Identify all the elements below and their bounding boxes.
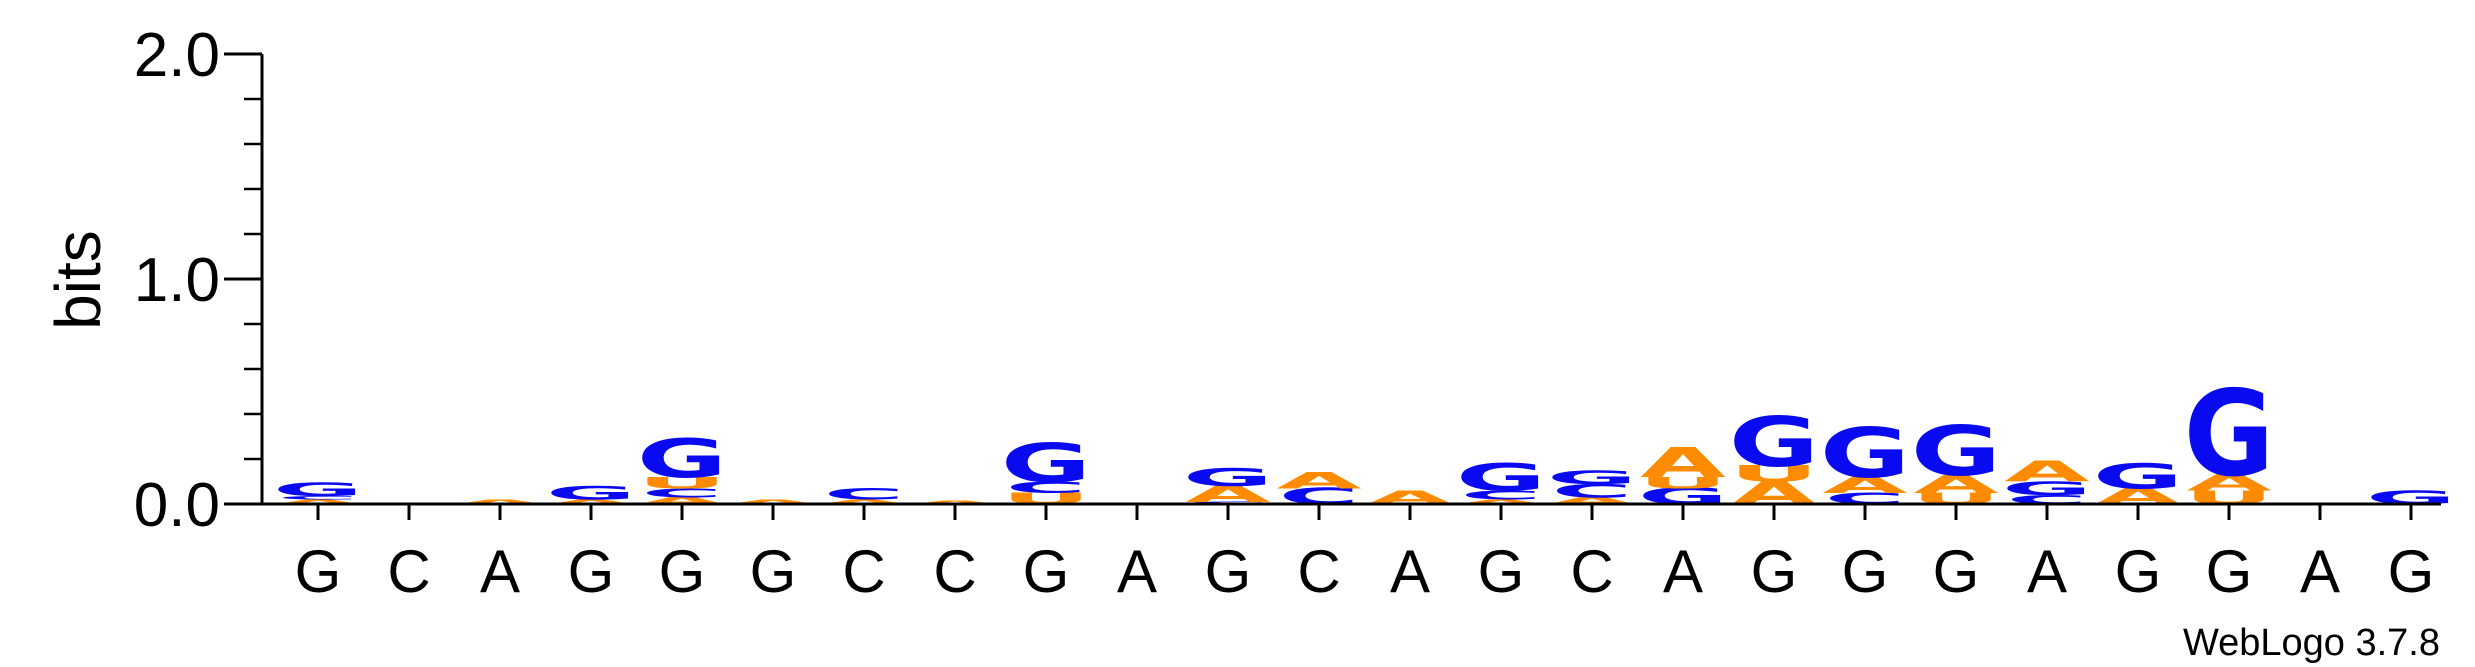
logo-letter-g: G xyxy=(1001,433,1091,494)
logo-letter-a: A xyxy=(457,498,543,505)
logo-letter-a: A xyxy=(639,495,725,506)
y-axis-label: bits xyxy=(42,230,114,330)
logo-axes: 0.01.02.0G C A G G G C C G A G C A G C A G G G A G G A G xyxy=(134,21,2441,605)
x-tick-label: C xyxy=(1570,538,1613,605)
logo-letter-a: A xyxy=(1458,498,1544,505)
x-tick-label: G xyxy=(1023,538,1070,605)
logo-letter-a: A xyxy=(548,498,634,505)
y-tick-label: 2.0 xyxy=(134,21,220,90)
x-tick-label: A xyxy=(2027,538,2067,605)
logo-letter-g: G xyxy=(1729,402,1819,482)
x-tick-label: G xyxy=(2206,538,2253,605)
logo-letter-g: G xyxy=(1547,466,1638,488)
logo-letter-a: A xyxy=(1276,468,1362,494)
logo-letter-a: A xyxy=(275,498,361,505)
x-tick-label: G xyxy=(1933,538,1980,605)
x-tick-label: A xyxy=(1663,538,1703,605)
x-tick-label: A xyxy=(480,538,520,605)
x-tick-label: A xyxy=(1117,538,1157,605)
logo-letter-g: G xyxy=(637,429,727,490)
logo-letter-a: A xyxy=(1822,472,1908,498)
logo-letter-g: G xyxy=(2184,366,2274,504)
logo-letter-g: G xyxy=(1456,456,1546,499)
x-tick-label: G xyxy=(659,538,706,605)
logo-letter-a: A xyxy=(1640,439,1725,486)
logo-letter-c: C xyxy=(1461,488,1542,503)
logo-letter-a: A xyxy=(1549,495,1635,506)
logo-letter-a: A xyxy=(912,500,997,505)
logo-letter-a: A xyxy=(2004,455,2089,488)
logo-glyph-stacks: ACGAAGACUGAACAUCGCAGCAAACGACGGUAAUGCAGUA… xyxy=(273,366,2457,512)
logo-letter-u: U xyxy=(637,474,727,492)
logo-letter-c: C xyxy=(1006,478,1087,496)
logo-letter-a: A xyxy=(1913,470,1999,499)
logo-letter-g: G xyxy=(2002,478,2093,500)
x-tick-label: G xyxy=(2115,538,2162,605)
x-tick-label: G xyxy=(1751,538,1798,605)
logo-letter-g: G xyxy=(273,479,364,501)
logo-letter-c: C xyxy=(1552,480,1633,502)
logo-letter-a: A xyxy=(730,498,816,505)
x-tick-label: A xyxy=(2300,538,2340,605)
logo-letter-g: G xyxy=(1820,413,1910,493)
x-tick-label: G xyxy=(2388,538,2435,605)
logo-letter-a: A xyxy=(821,498,907,505)
x-tick-label: G xyxy=(750,538,797,605)
x-tick-label: A xyxy=(1390,538,1430,605)
logo-letter-g: G xyxy=(546,482,637,504)
logo-letter-c: C xyxy=(278,495,359,500)
x-tick-label: C xyxy=(842,538,885,605)
logo-letter-c: C xyxy=(824,485,905,503)
x-tick-label: G xyxy=(1842,538,1889,605)
logo-letter-g: G xyxy=(2093,457,2184,497)
y-tick-label: 0.0 xyxy=(134,471,220,540)
x-tick-label: C xyxy=(387,538,430,605)
logo-letter-u: U xyxy=(1638,474,1728,492)
logo-letter-g: G xyxy=(1911,411,2001,491)
logo-letter-g: G xyxy=(1183,463,1274,492)
logo-letter-u: U xyxy=(1729,461,1819,487)
x-tick-label: G xyxy=(568,538,615,605)
x-tick-label: G xyxy=(1478,538,1525,605)
x-tick-label: G xyxy=(1205,538,1252,605)
x-tick-label: C xyxy=(933,538,976,605)
logo-letter-a: A xyxy=(2186,470,2272,496)
y-tick-label: 1.0 xyxy=(134,246,220,315)
x-tick-label: G xyxy=(295,538,342,605)
x-tick-label: C xyxy=(1297,538,1340,605)
weblogo-credit: WebLogo 3.7.8 xyxy=(2183,622,2440,664)
logo-letter-c: C xyxy=(642,486,723,501)
